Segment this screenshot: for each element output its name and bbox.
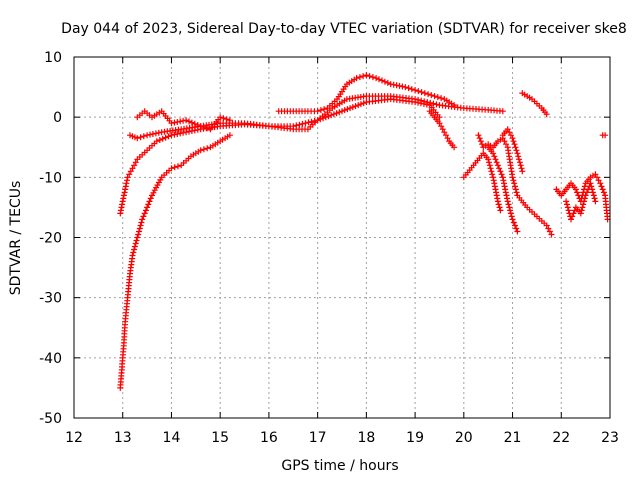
- x-axis-label: GPS time / hours: [281, 458, 398, 474]
- chart-title: Day 044 of 2023, Sidereal Day-to-day VTE…: [61, 21, 627, 37]
- series-markers: [460, 150, 504, 214]
- series-markers: [117, 132, 233, 391]
- series-markers: [485, 144, 521, 235]
- x-tick-label: 16: [260, 430, 278, 446]
- y-tick-label: -20: [39, 231, 62, 247]
- x-tick-label: 22: [552, 430, 570, 446]
- series-markers: [599, 132, 609, 139]
- series-markers: [275, 72, 458, 115]
- series-arc-7: [460, 150, 504, 214]
- data-points: [117, 72, 611, 391]
- x-tick-label: 21: [504, 430, 522, 446]
- x-tick-label: 23: [601, 430, 619, 446]
- x-tick-label: 20: [455, 430, 473, 446]
- y-tick-label: 0: [53, 110, 62, 126]
- series-markers: [127, 93, 506, 142]
- series-arc-14: [599, 132, 609, 139]
- y-tick-label: -30: [39, 291, 62, 307]
- series-markers: [499, 126, 526, 175]
- series-arc-8: [475, 132, 555, 238]
- series-markers: [426, 108, 458, 151]
- x-tick-label: 13: [114, 430, 132, 446]
- x-tick-label: 17: [309, 430, 327, 446]
- series-arc-3: [127, 93, 506, 142]
- axis-ticks: 12 13 14 15 16 17 18 19 20 21 22 23 10 0 -10 -20 -30 -40 -…: [39, 50, 619, 446]
- x-tick-label: 19: [406, 430, 424, 446]
- x-tick-label: 15: [211, 430, 229, 446]
- y-tick-label: -40: [39, 351, 62, 367]
- series-markers: [553, 171, 611, 223]
- series-arc-12: [553, 171, 611, 223]
- series-arc-11: [519, 90, 550, 118]
- x-tick-label: 14: [163, 430, 181, 446]
- y-tick-label: -10: [39, 170, 62, 186]
- x-tick-label: 18: [357, 430, 375, 446]
- series-arc-6: [426, 108, 458, 151]
- series-arc-10: [485, 144, 521, 235]
- y-tick-label: -50: [39, 411, 62, 427]
- series-arc-4: [134, 108, 233, 133]
- series-arc-13: [563, 180, 599, 223]
- series-markers: [519, 90, 550, 118]
- series-markers: [563, 180, 599, 223]
- series-markers: [475, 132, 555, 238]
- y-axis-label: SDTVAR / TECUs: [8, 181, 24, 296]
- y-tick-label: 10: [44, 50, 62, 66]
- series-arc-9: [499, 126, 526, 175]
- series-markers: [134, 108, 233, 133]
- series-arc-1: [117, 132, 233, 391]
- series-arc-5: [275, 72, 458, 115]
- x-tick-label: 12: [65, 430, 83, 446]
